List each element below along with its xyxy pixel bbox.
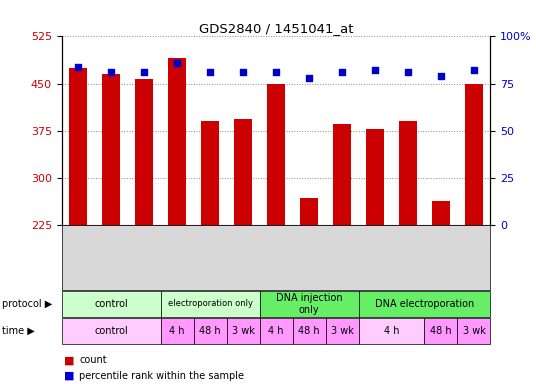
Text: 48 h: 48 h [430, 326, 452, 336]
Point [305, 75, 314, 81]
Text: 48 h: 48 h [199, 326, 221, 336]
Bar [234, 119, 252, 225]
Point [239, 69, 247, 75]
Text: protocol ▶: protocol ▶ [2, 299, 52, 309]
Text: ■: ■ [64, 355, 75, 365]
Point [272, 69, 280, 75]
Text: control: control [94, 299, 128, 309]
Text: 4 h: 4 h [269, 326, 284, 336]
Text: DNA injection
only: DNA injection only [276, 293, 343, 314]
Text: percentile rank within the sample: percentile rank within the sample [79, 371, 244, 381]
Text: ■: ■ [64, 371, 75, 381]
Bar [135, 78, 153, 225]
Title: GDS2840 / 1451041_at: GDS2840 / 1451041_at [199, 22, 353, 35]
Text: control: control [94, 326, 128, 336]
Point [404, 69, 412, 75]
Text: count: count [79, 355, 107, 365]
Text: 48 h: 48 h [298, 326, 320, 336]
Bar [168, 58, 186, 225]
Bar [267, 84, 285, 225]
Text: 3 wk: 3 wk [331, 326, 353, 336]
Text: 3 wk: 3 wk [463, 326, 486, 336]
Text: 4 h: 4 h [169, 326, 185, 336]
Point [107, 69, 115, 75]
Text: 3 wk: 3 wk [232, 326, 255, 336]
Point [140, 69, 148, 75]
Point [74, 63, 83, 70]
Text: DNA electroporation: DNA electroporation [375, 299, 474, 309]
Bar [432, 202, 450, 225]
Point [338, 69, 346, 75]
Point [173, 60, 181, 66]
Bar [333, 124, 351, 225]
Text: 4 h: 4 h [384, 326, 399, 336]
Bar [465, 84, 483, 225]
Point [437, 73, 445, 79]
Bar [102, 74, 120, 225]
Bar [69, 68, 87, 225]
Bar [366, 129, 384, 225]
Point [206, 69, 214, 75]
Bar [399, 121, 417, 225]
Point [371, 67, 379, 73]
Bar [201, 121, 219, 225]
Text: electroporation only: electroporation only [168, 299, 252, 308]
Text: time ▶: time ▶ [2, 326, 34, 336]
Point [470, 67, 478, 73]
Bar [300, 198, 318, 225]
